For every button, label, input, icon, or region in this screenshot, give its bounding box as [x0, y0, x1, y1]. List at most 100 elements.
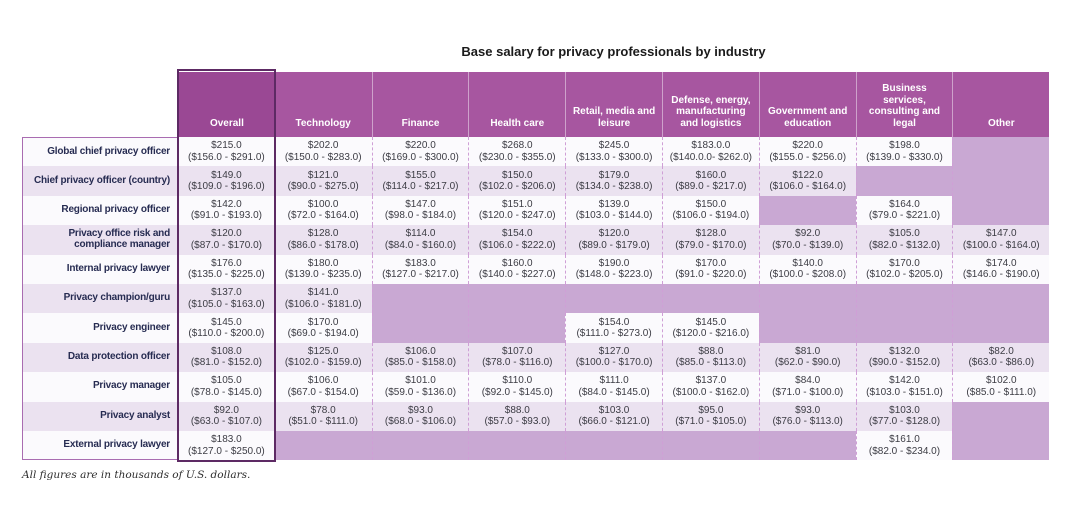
salary-median: $110.0	[502, 375, 533, 387]
salary-range: ($71.0 - $100.0)	[772, 386, 844, 398]
salary-cell-privacy-office-risk-and-compliance-manager-other: $147.0 ($100.0 - $164.0)	[952, 225, 1050, 255]
salary-cell-global-chief-privacy-officer-overall: $215.0 ($156.0 - $291.0)	[178, 137, 275, 167]
salary-cell-chief-privacy-officer-country-technology: $121.0 ($90.0 - $275.0)	[274, 166, 372, 196]
salary-range: ($134.0 - $238.0)	[575, 181, 653, 193]
column-header-finance: Finance	[371, 72, 469, 137]
salary-median: $176.0	[211, 257, 242, 269]
table-corner	[22, 72, 178, 137]
salary-range: ($105.0 - $163.0)	[188, 298, 265, 310]
salary-cell-regional-privacy-officer-business-services-consulting-and-legal: $164.0 ($79.0 - $221.0)	[855, 195, 953, 226]
salary-median: $202.0	[307, 140, 339, 152]
salary-median: $154.0	[501, 228, 533, 240]
salary-median: $102.0	[985, 375, 1017, 387]
salary-cell-external-privacy-lawyer-business-services-consulting-and-legal: $161.0 ($82.0 - $234.0)	[855, 430, 953, 461]
salary-cell-chief-privacy-officer-country-health-care: $150.0 ($102.0 - $206.0)	[468, 166, 566, 196]
empty-cell-chief-privacy-officer-country-business-services-consulting-and-legal	[855, 166, 953, 196]
salary-cell-global-chief-privacy-officer-finance: $220.0 ($169.0 - $300.0)	[371, 137, 469, 167]
salary-median: $174.0	[985, 257, 1017, 269]
column-header-health-care: Health care	[468, 72, 566, 137]
empty-cell-external-privacy-lawyer-health-care	[468, 430, 566, 461]
salary-cell-privacy-manager-technology: $106.0 ($67.0 - $154.0)	[274, 372, 372, 402]
salary-median: $220.0	[405, 140, 436, 152]
salary-cell-privacy-manager-retail-media-and-leisure: $111.0 ($84.0 - $145.0)	[565, 372, 662, 402]
salary-range: ($89.0 - $217.0)	[675, 181, 747, 193]
salary-range: ($66.0 - $121.0)	[578, 416, 650, 428]
salary-median: $93.0	[407, 404, 433, 416]
column-header-defense-energy-manufacturing-and-logistics: Defense, energy, manufacturing and logis…	[661, 72, 759, 137]
salary-range: ($127.0 - $217.0)	[382, 269, 459, 281]
salary-median: $93.0	[795, 404, 821, 416]
salary-range: ($120.0 - $216.0)	[672, 328, 750, 340]
column-header-government-and-education: Government and education	[758, 72, 856, 137]
salary-cell-regional-privacy-officer-finance: $147.0 ($98.0 - $184.0)	[371, 195, 469, 226]
salary-range: ($127.0 - $250.0)	[188, 445, 265, 457]
salary-cell-regional-privacy-officer-health-care: $151.0 ($120.0 - $247.0)	[468, 195, 566, 226]
row-label-global-chief-privacy-officer: Global chief privacy officer	[22, 137, 178, 167]
salary-median: $137.0	[211, 287, 242, 299]
salary-median: $183.0	[211, 434, 242, 446]
salary-cell-internal-privacy-lawyer-defense-energy-manufacturing-and-logistics: $170.0 ($91.0 - $220.0)	[661, 254, 759, 284]
empty-cell-privacy-champion-guru-finance	[371, 283, 469, 314]
salary-range: ($120.0 - $247.0)	[478, 210, 556, 222]
salary-table: Overall Technology Finance Health care Retai…	[22, 69, 1050, 463]
salary-cell-privacy-office-risk-and-compliance-manager-defense-energy-manufacturing-and-logistics: $128.0 ($79.0 - $170.0)	[661, 225, 759, 255]
salary-range: ($150.0 - $283.0)	[284, 151, 362, 163]
salary-median: $155.0	[405, 169, 436, 181]
salary-median: $103.0	[889, 404, 920, 416]
row-label-privacy-engineer: Privacy engineer	[22, 313, 178, 343]
salary-median: $142.0	[211, 199, 242, 211]
salary-cell-internal-privacy-lawyer-technology: $180.0 ($139.0 - $235.0)	[274, 254, 372, 284]
empty-cell-external-privacy-lawyer-government-and-education	[758, 430, 856, 461]
salary-cell-privacy-manager-finance: $101.0 ($59.0 - $136.0)	[371, 372, 469, 402]
salary-median: $245.0	[598, 140, 630, 152]
salary-range: ($72.0 - $164.0)	[287, 210, 359, 222]
salary-cell-internal-privacy-lawyer-retail-media-and-leisure: $190.0 ($148.0 - $223.0)	[565, 254, 662, 284]
salary-range: ($82.0 - $234.0)	[868, 445, 941, 457]
salary-range: ($106.0 - $194.0)	[672, 210, 750, 222]
salary-range: ($98.0 - $184.0)	[384, 210, 457, 222]
salary-median: $107.0	[501, 346, 533, 358]
salary-median: $170.0	[695, 257, 727, 269]
salary-median: $268.0	[501, 140, 533, 152]
salary-range: ($76.0 - $113.0)	[772, 416, 843, 428]
salary-cell-data-protection-officer-business-services-consulting-and-legal: $132.0 ($90.0 - $152.0)	[855, 342, 953, 373]
salary-median: $78.0	[310, 404, 336, 416]
salary-range: ($63.0 - $107.0)	[190, 416, 262, 428]
salary-range: ($169.0 - $300.0)	[382, 151, 459, 163]
salary-cell-internal-privacy-lawyer-business-services-consulting-and-legal: $170.0 ($102.0 - $205.0)	[855, 254, 953, 284]
salary-cell-global-chief-privacy-officer-business-services-consulting-and-legal: $198.0 ($139.0 - $330.0)	[855, 137, 953, 167]
empty-cell-privacy-champion-guru-health-care	[468, 283, 566, 314]
row-label-external-privacy-lawyer: External privacy lawyer	[22, 430, 178, 461]
salary-range: ($57.0 - $93.0)	[484, 416, 551, 428]
salary-median: $220.0	[792, 140, 823, 152]
salary-cell-internal-privacy-lawyer-overall: $176.0 ($135.0 - $225.0)	[178, 254, 275, 284]
salary-range: ($109.0 - $196.0)	[188, 181, 265, 193]
salary-median: $88.0	[504, 404, 530, 416]
salary-range: ($148.0 - $223.0)	[575, 269, 653, 281]
column-header-technology: Technology	[274, 72, 372, 137]
salary-cell-privacy-analyst-government-and-education: $93.0 ($76.0 - $113.0)	[758, 401, 856, 431]
salary-median: $141.0	[307, 287, 339, 299]
salary-median: $120.0	[598, 228, 630, 240]
salary-median: $149.0	[211, 169, 242, 181]
row-label-internal-privacy-lawyer: Internal privacy lawyer	[22, 254, 178, 284]
salary-range: ($79.0 - $221.0)	[868, 210, 941, 222]
chart-title: Base salary for privacy professionals by…	[461, 44, 766, 59]
salary-median: $150.0	[501, 169, 533, 181]
salary-median: $142.0	[889, 375, 920, 387]
salary-median: $127.0	[598, 346, 630, 358]
salary-range: ($100.0 - $208.0)	[769, 269, 847, 281]
salary-median: $120.0	[211, 228, 242, 240]
salary-median: $121.0	[307, 169, 339, 181]
salary-median: $132.0	[889, 346, 920, 358]
salary-median: $81.0	[795, 346, 821, 358]
empty-cell-privacy-champion-guru-government-and-education	[758, 283, 856, 314]
empty-cell-chief-privacy-officer-country-other	[952, 166, 1050, 196]
salary-cell-data-protection-officer-technology: $125.0 ($102.0 - $159.0)	[274, 342, 372, 373]
salary-median: $84.0	[795, 375, 821, 387]
empty-cell-external-privacy-lawyer-technology	[274, 430, 372, 461]
salary-cell-data-protection-officer-other: $82.0 ($63.0 - $86.0)	[952, 342, 1050, 373]
salary-cell-privacy-engineer-technology: $170.0 ($69.0 - $194.0)	[274, 313, 372, 343]
empty-cell-external-privacy-lawyer-retail-media-and-leisure	[565, 430, 662, 461]
empty-cell-privacy-champion-guru-defense-energy-manufacturing-and-logistics	[661, 283, 759, 314]
